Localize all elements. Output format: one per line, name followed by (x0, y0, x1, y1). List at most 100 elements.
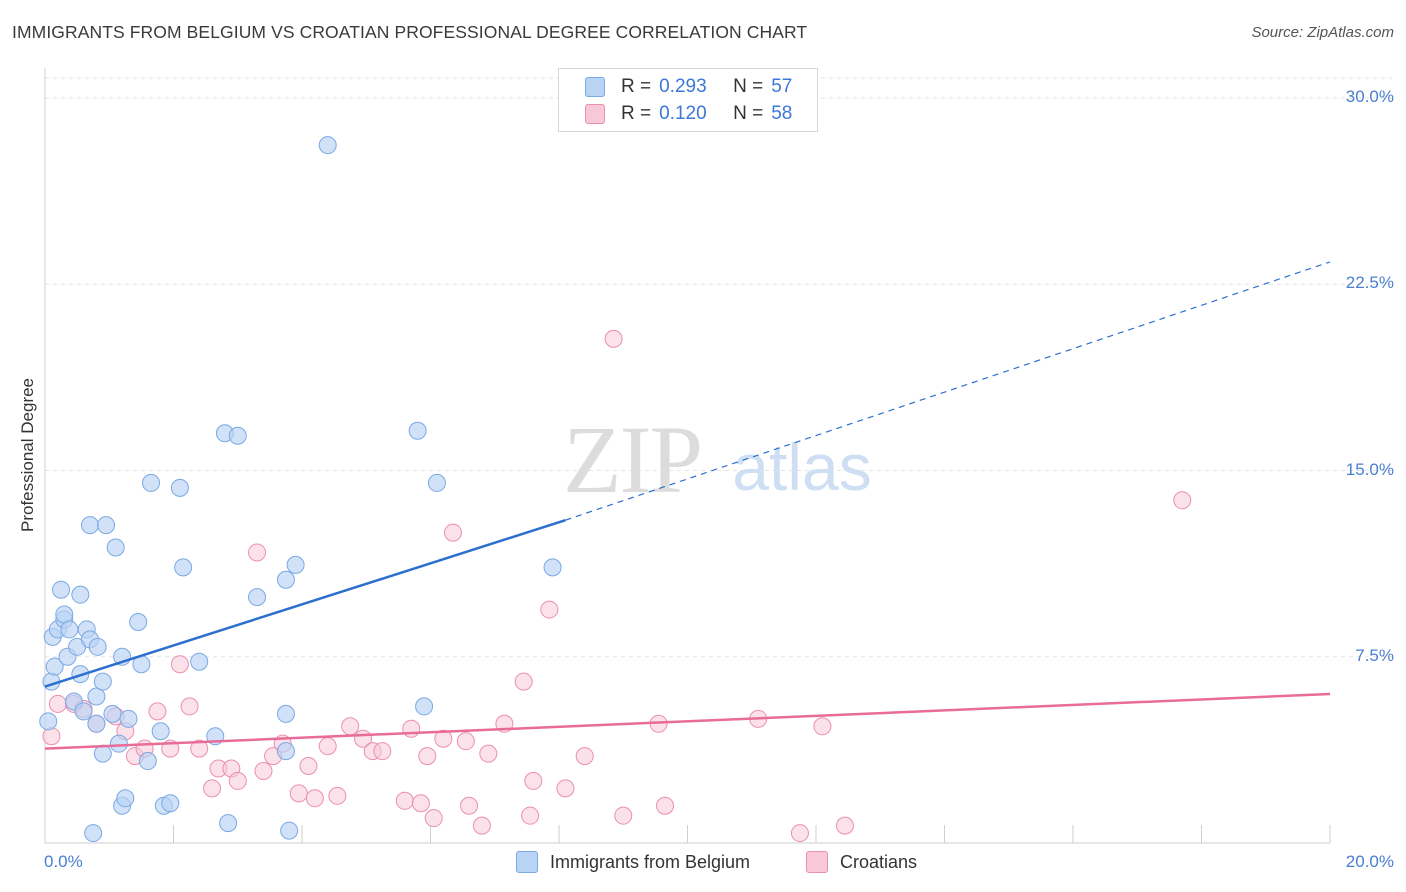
stats-row-belgium: R = 0.293 N = 57 (585, 74, 793, 100)
croatians-point (424, 809, 443, 828)
watermark: ZIP atlas (563, 406, 872, 513)
belgium-point (52, 580, 71, 599)
croatians-point (524, 771, 543, 790)
belgium-point (84, 824, 103, 843)
belgium-point (119, 709, 138, 728)
belgium-point (276, 742, 295, 761)
croatians-point (472, 816, 491, 835)
croatians-point (434, 729, 453, 748)
source-label: Source: ZipAtlas.com (1251, 24, 1394, 41)
belgium-point (87, 714, 106, 733)
series-legend: Immigrants from Belgium Croatians (0, 851, 1406, 879)
belgium-trend-line (44, 518, 566, 688)
croatians-point (318, 737, 337, 756)
croatians-point (341, 717, 360, 736)
n-label: N = (733, 103, 764, 124)
belgium-point (45, 657, 64, 676)
belgium-point (39, 712, 58, 731)
croatians-point (460, 796, 479, 815)
croatians-point (170, 655, 189, 674)
belgium-points (39, 136, 562, 843)
y-tick-label: 7.5% (1355, 645, 1394, 665)
n-value: 57 (771, 76, 793, 97)
legend-swatch-pink (585, 104, 605, 124)
watermark-zip: ZIP (563, 406, 701, 513)
legend-swatch-blue (585, 77, 605, 97)
belgium-point (280, 821, 299, 840)
belgium-point (174, 558, 193, 577)
belgium-point (80, 516, 99, 535)
croatians-point (373, 742, 392, 761)
belgium-point (87, 687, 106, 706)
belgium-point (60, 620, 79, 639)
belgium-point (109, 734, 128, 753)
belgium-point (408, 421, 427, 440)
croatians-point (395, 791, 414, 810)
belgium-point (219, 814, 238, 833)
croatians-point (289, 784, 308, 803)
watermark-atlas: atlas (732, 430, 871, 504)
croatians-point (790, 824, 809, 843)
croatians-point (540, 600, 559, 619)
croatians-point (305, 789, 324, 808)
legend-swatch-blue (516, 851, 538, 873)
croatians-point (254, 761, 273, 780)
croatians-point (813, 717, 832, 736)
croatians-point (411, 794, 430, 813)
croatians-point (656, 796, 675, 815)
croatians-point (479, 744, 498, 763)
stats-row-croatians: R = 0.120 N = 58 (585, 101, 793, 127)
r-value: 0.293 (659, 76, 707, 97)
chart-title: IMMIGRANTS FROM BELGIUM VS CROATIAN PROF… (12, 22, 808, 42)
belgium-point (151, 722, 170, 741)
croatians-point (228, 771, 247, 790)
r-value: 0.120 (659, 103, 707, 124)
belgium-point (248, 588, 267, 607)
x-tick-label: 20.0% (1345, 852, 1394, 871)
legend-label: Croatians (840, 851, 918, 872)
legend-swatch-pink (806, 851, 828, 873)
croatians-point (835, 816, 854, 835)
croatians-point (514, 672, 533, 691)
belgium-point (142, 473, 161, 492)
croatians-point (180, 697, 199, 716)
croatians-point (443, 523, 462, 542)
legend-item-croatians[interactable]: Croatians (806, 851, 917, 873)
belgium-point (276, 704, 295, 723)
grid-lines (45, 77, 1392, 658)
croatians-point (190, 739, 209, 758)
belgium-point (103, 704, 122, 723)
croatians-point (575, 747, 594, 766)
belgium-trend-extension (565, 261, 1331, 521)
x-tick-label: 0.0% (44, 852, 83, 871)
belgium-point (106, 538, 125, 557)
belgium-point (415, 697, 434, 716)
croatians-trend-line (44, 692, 1331, 750)
croatians-point (418, 747, 437, 766)
legend-item-belgium[interactable]: Immigrants from Belgium (516, 851, 750, 873)
croatians-point (203, 779, 222, 798)
belgium-point (228, 426, 247, 445)
belgium-point (116, 789, 135, 808)
belgium-point (276, 570, 295, 589)
belgium-point (71, 585, 90, 604)
belgium-point (93, 672, 112, 691)
legend-label: Immigrants from Belgium (550, 851, 751, 872)
croatians-point (48, 694, 67, 713)
croatians-point (456, 732, 475, 751)
belgium-point (138, 752, 157, 771)
n-value: 58 (771, 103, 793, 124)
croatians-point (604, 329, 623, 348)
croatians-point (328, 786, 347, 805)
belgium-point (88, 637, 107, 656)
croatians-point (1173, 491, 1192, 510)
belgium-point (427, 473, 446, 492)
stats-legend: R = 0.293 N = 57 R = 0.120 N = 58 (558, 68, 818, 132)
croatians-point (42, 727, 61, 746)
croatians-point (148, 702, 167, 721)
trend-lines (44, 261, 1331, 750)
y-tick-label: 30.0% (1345, 87, 1394, 106)
belgium-point (170, 478, 189, 497)
belgium-point (543, 558, 562, 577)
